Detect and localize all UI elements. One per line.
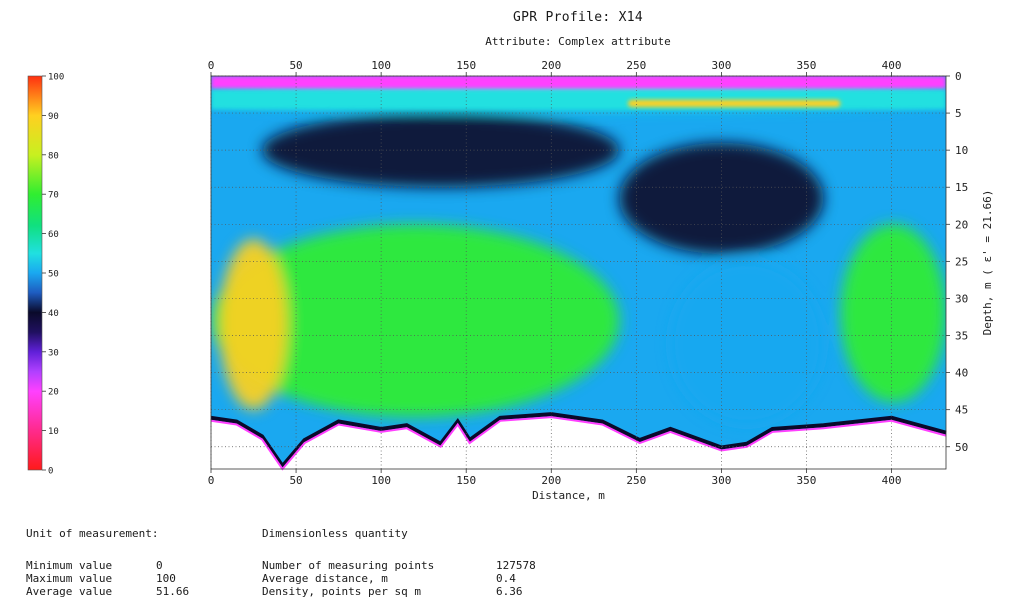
chart-title: GPR Profile: X14 [512, 10, 644, 25]
avg-value: 51.66 [156, 585, 190, 598]
chart-subtitle: Attribute: Complex attribute [485, 35, 671, 48]
x-tick-label-bottom: 100 [371, 474, 391, 487]
density-label: Density, points per sq m [262, 585, 421, 598]
colorbar-tick-label: 40 [48, 309, 59, 319]
y-tick-label: 15 [955, 181, 968, 194]
colorbar-tick-label: 20 [48, 388, 59, 398]
radargram-zone [211, 224, 620, 418]
avg-label: Average value [26, 585, 113, 598]
x-tick-label-top: 150 [456, 59, 476, 72]
x-tick-label-bottom: 250 [626, 474, 646, 487]
radargram-zone [219, 239, 288, 410]
colorbar-tick-label: 30 [48, 348, 59, 358]
y-tick-label: 30 [955, 292, 968, 305]
radargram-zone [670, 261, 824, 425]
colorbar-tick-label: 90 [48, 112, 59, 122]
colorbar-tick-label: 60 [48, 230, 59, 240]
colorbar-tick-label: 80 [48, 151, 59, 161]
y-tick-label: 35 [955, 330, 968, 343]
y-tick-label: 40 [955, 367, 968, 380]
strong-reflection [627, 99, 841, 108]
x-tick-label-bottom: 0 [208, 474, 215, 487]
y-tick-label: 20 [955, 218, 968, 231]
x-tick-label-top: 400 [882, 59, 902, 72]
max-label: Maximum value [26, 572, 113, 585]
x-tick-label-top: 100 [371, 59, 391, 72]
x-tick-label-bottom: 50 [289, 474, 302, 487]
points-value: 127578 [496, 559, 536, 572]
y-tick-label: 10 [955, 144, 968, 157]
y-tick-label: 5 [955, 107, 962, 120]
max-value: 100 [156, 572, 176, 585]
density-value: 6.36 [496, 585, 523, 598]
x-tick-label-bottom: 150 [456, 474, 476, 487]
x-tick-label-top: 50 [289, 59, 302, 72]
x-tick-label-bottom: 200 [541, 474, 561, 487]
x-tick-label-bottom: 300 [711, 474, 731, 487]
x-axis-label: Distance, m [532, 489, 605, 502]
x-tick-label-top: 300 [711, 59, 731, 72]
min-value: 0 [156, 559, 163, 572]
y-tick-label: 0 [955, 70, 962, 83]
x-tick-label-top: 200 [541, 59, 561, 72]
colorbar-tick-label: 0 [48, 467, 53, 477]
radargram [211, 76, 946, 469]
x-tick-label-top: 250 [626, 59, 646, 72]
x-tick-label-bottom: 350 [797, 474, 817, 487]
bottom-reflector [210, 412, 947, 470]
y-tick-label: 50 [955, 441, 968, 454]
radargram-zone [840, 224, 946, 403]
color-scale: 0 10 20 30 40 50 60 70 80 90 100 [27, 73, 64, 477]
surface-band [211, 76, 946, 90]
y-tick-label: 25 [955, 255, 968, 268]
avgdist-value: 0.4 [496, 572, 516, 585]
unit-label: Unit of measurement: [26, 527, 159, 540]
colorbar-tick-label: 10 [48, 427, 59, 437]
colorbar-tick-label: 70 [48, 191, 59, 201]
radargram-zone [619, 142, 824, 254]
statistics-panel: Unit of measurement: Dimensionless quant… [26, 527, 1006, 601]
bottom-reflector-edge [210, 416, 947, 471]
y-axis-label: Depth, m ( ε' = 21.66) [981, 190, 994, 336]
colorbar-tick-label: 50 [48, 270, 59, 280]
avgdist-label: Average distance, m [262, 572, 388, 585]
radargram-zone [262, 113, 620, 188]
x-tick-label-bottom: 400 [882, 474, 902, 487]
points-label: Number of measuring points [262, 559, 435, 572]
colorbar-tick-label: 100 [48, 73, 64, 83]
gpr-profile-plot: 0050501001001501502002002502503003003503… [208, 59, 994, 502]
y-tick-label: 45 [955, 404, 968, 417]
x-tick-label-top: 350 [797, 59, 817, 72]
min-label: Minimum value [26, 559, 113, 572]
unit-value: Dimensionless quantity [262, 527, 408, 540]
plot-frame [210, 75, 947, 470]
x-tick-label-top: 0 [208, 59, 215, 72]
